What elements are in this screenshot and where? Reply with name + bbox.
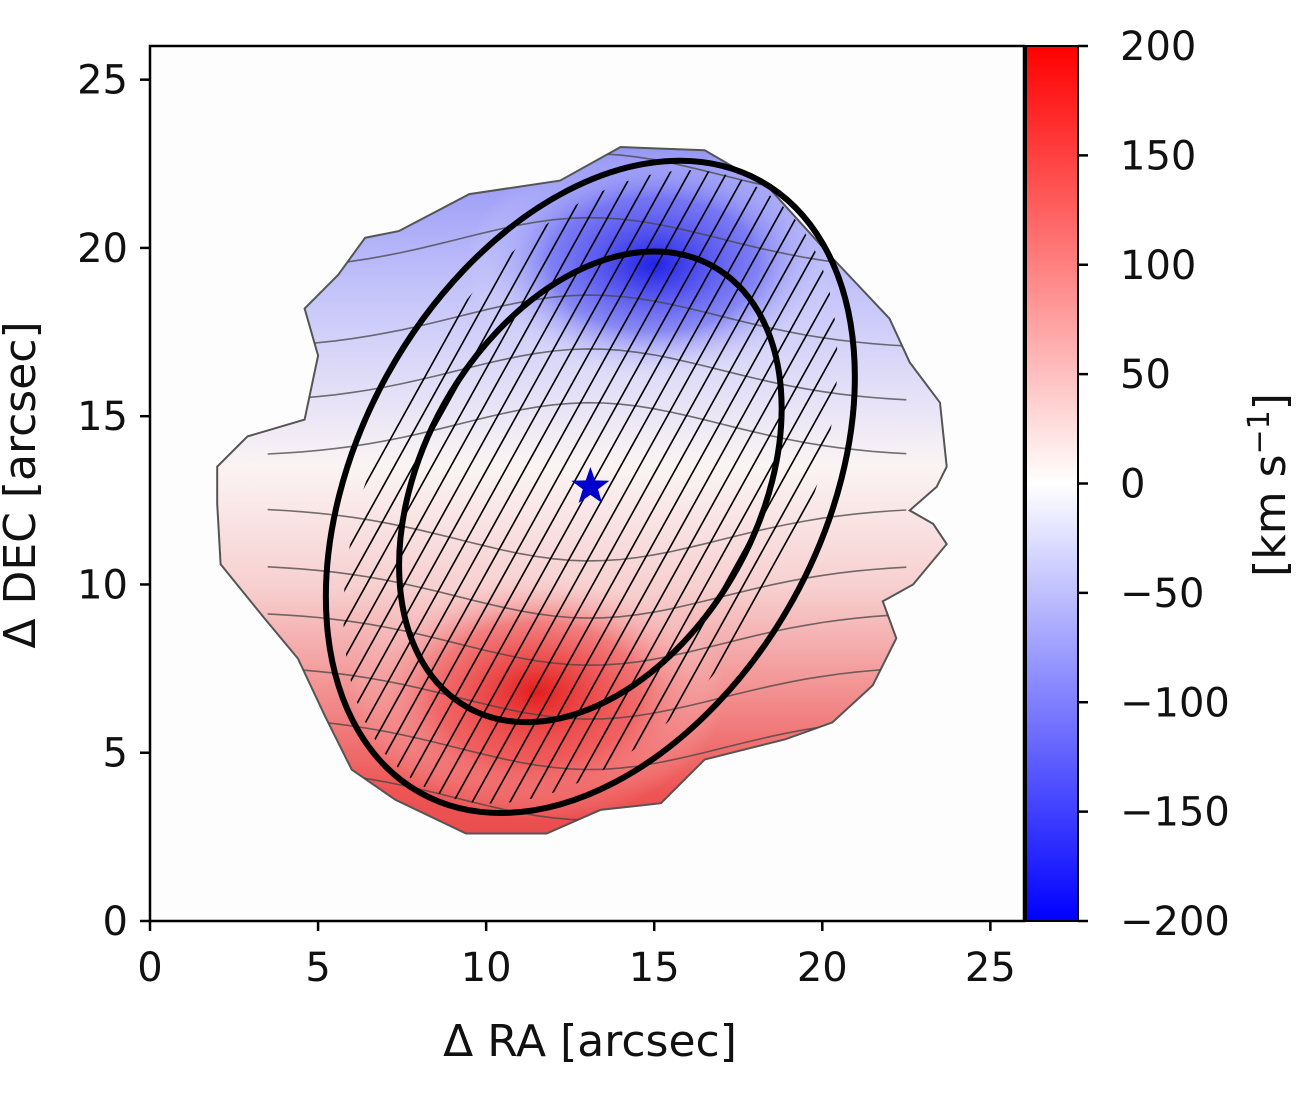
x-tick-label: 10 [461,945,512,991]
iso-velocity-contour [267,566,907,619]
colorbar-label-end: ] [1245,393,1296,410]
iso-velocity-contour [267,294,907,348]
colorbar-label-exponent: −1 [1242,410,1277,454]
colorbar-tick-label: −200 [1120,899,1230,945]
colorbar-label-main: [km s [1245,454,1296,576]
star-icon [571,466,610,503]
blueshift-lobe [465,147,843,386]
y-tick-label: 0 [103,899,128,945]
colorbar-tick-label: −100 [1120,680,1230,726]
kinematic-ellipses [322,157,858,816]
field-outline-contour [216,145,948,835]
x-tick-label: 5 [305,945,330,991]
x-tick-label: 20 [797,945,848,991]
iso-velocity-contour [267,717,907,771]
iso-velocity-contour [267,348,907,401]
hatch-line [376,85,863,889]
plot-frame [148,44,1026,923]
colorbar-tick-label: 50 [1120,352,1171,398]
y-tick-label: 20 [77,226,128,272]
iso-velocity-contour [267,216,907,270]
iso-velocity-contour [267,613,907,667]
x-tick-label: 15 [629,945,680,991]
y-tick-label: 25 [77,58,128,104]
ellipse-inner [396,248,785,726]
y-axis-label: Δ DEC [arcsec] [0,321,46,648]
colorbar-tick-label: 150 [1120,133,1196,179]
center-marker-layer [571,466,610,503]
redshift-lobe [348,564,725,821]
ellipse-outer [322,157,858,816]
x-axis: 0 5 10 15 20 25 [137,921,1016,991]
colorbar-tick-label: −150 [1120,790,1230,836]
colorbar-tick-label: 200 [1120,24,1196,70]
x-tick-label: 25 [965,945,1016,991]
y-tick-label: 15 [77,394,128,440]
iso-velocity-contour [267,667,907,720]
x-axis-label: Δ RA [arcsec] [443,1016,737,1067]
hatch-line [361,85,848,889]
hatch-line [332,85,820,889]
iso-velocity-contour [267,401,907,455]
y-tick-label: 10 [77,562,128,608]
colorbar-label: [km s−1] [1242,393,1296,577]
colorbar [1025,45,1079,922]
colorbar-tick-label: 0 [1120,462,1145,508]
y-tick-label: 5 [103,731,128,777]
colorbar-ticks: 200 150 100 50 0 −50 −100 −150 −200 [1078,24,1230,945]
y-axis: 0 5 10 15 20 25 [77,58,150,945]
colorbar-tick-label: 100 [1120,243,1196,289]
colorbar-tick-label: −50 [1120,571,1204,617]
x-tick-label: 0 [137,945,162,991]
hatch-line [318,85,805,889]
